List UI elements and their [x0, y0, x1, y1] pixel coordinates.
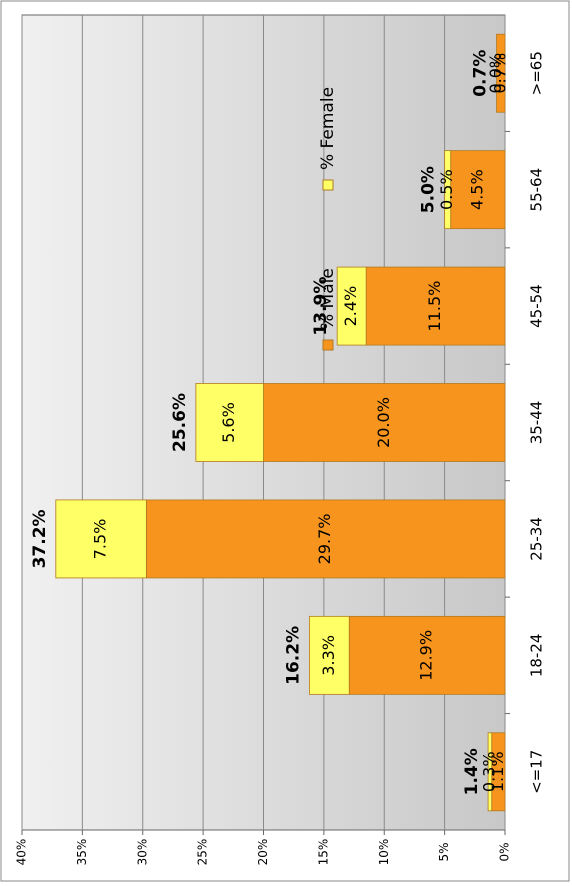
data-label: 11.5% — [425, 281, 444, 332]
data-label: 29.7% — [315, 514, 334, 565]
y-tick-label: 25% — [196, 839, 210, 866]
bar-segment — [487, 732, 493, 812]
y-tick-label: 0% — [498, 842, 512, 861]
y-tick-label: 10% — [377, 839, 391, 866]
total-label: 16.2% — [283, 626, 303, 685]
total-label: 37.2% — [30, 509, 50, 568]
data-label: 0.0% — [486, 53, 505, 94]
y-tick-label: 5% — [437, 842, 451, 861]
data-label: 5.6% — [219, 402, 238, 443]
bar-segment — [308, 615, 350, 695]
data-label: 3.3% — [319, 635, 338, 676]
bar-segment — [336, 266, 367, 346]
x-tick-label: 45-54 — [528, 284, 546, 328]
data-label: 12.9% — [417, 630, 436, 681]
x-tick-label: 25-34 — [528, 517, 546, 561]
data-label: 0.3% — [479, 751, 498, 792]
total-label: 13.9% — [311, 277, 331, 336]
data-label: 0.5% — [437, 169, 456, 210]
data-label: 20.0% — [374, 397, 393, 448]
total-label: 25.6% — [170, 393, 190, 452]
bar-segment — [145, 499, 506, 579]
bar-segment — [444, 150, 452, 230]
data-label: 4.5% — [467, 169, 486, 210]
legend-swatch — [322, 179, 334, 191]
x-tick-label: 18-24 — [528, 634, 546, 678]
x-tick-label: <=17 — [528, 750, 546, 794]
data-label: 0.7% — [490, 53, 509, 94]
y-tick-label: 20% — [256, 839, 270, 866]
data-label: 1.1% — [488, 751, 507, 792]
x-tick-label: 55-64 — [528, 168, 546, 212]
data-label: 2.4% — [341, 286, 360, 327]
bar-segment — [55, 499, 147, 579]
bar-segment — [450, 150, 506, 230]
total-label: 1.4% — [462, 748, 482, 795]
data-label: 7.5% — [91, 519, 110, 560]
bar-segment — [348, 615, 506, 695]
y-tick-label: 35% — [75, 839, 89, 866]
bar-segment — [496, 33, 506, 113]
y-tick-label: 15% — [316, 839, 330, 866]
total-label: 5.0% — [419, 166, 439, 213]
legend-swatch — [322, 339, 334, 351]
x-tick-label: 35-44 — [528, 401, 546, 445]
y-tick-label: 30% — [135, 839, 149, 866]
y-tick-label: 40% — [15, 839, 29, 866]
total-label: 0.7% — [471, 50, 491, 97]
bar-segment — [263, 383, 506, 462]
x-tick-label: >=65 — [528, 51, 546, 95]
legend-label: % Female — [318, 87, 338, 170]
legend-label: % Male — [318, 268, 338, 330]
bar-segment — [195, 383, 264, 462]
